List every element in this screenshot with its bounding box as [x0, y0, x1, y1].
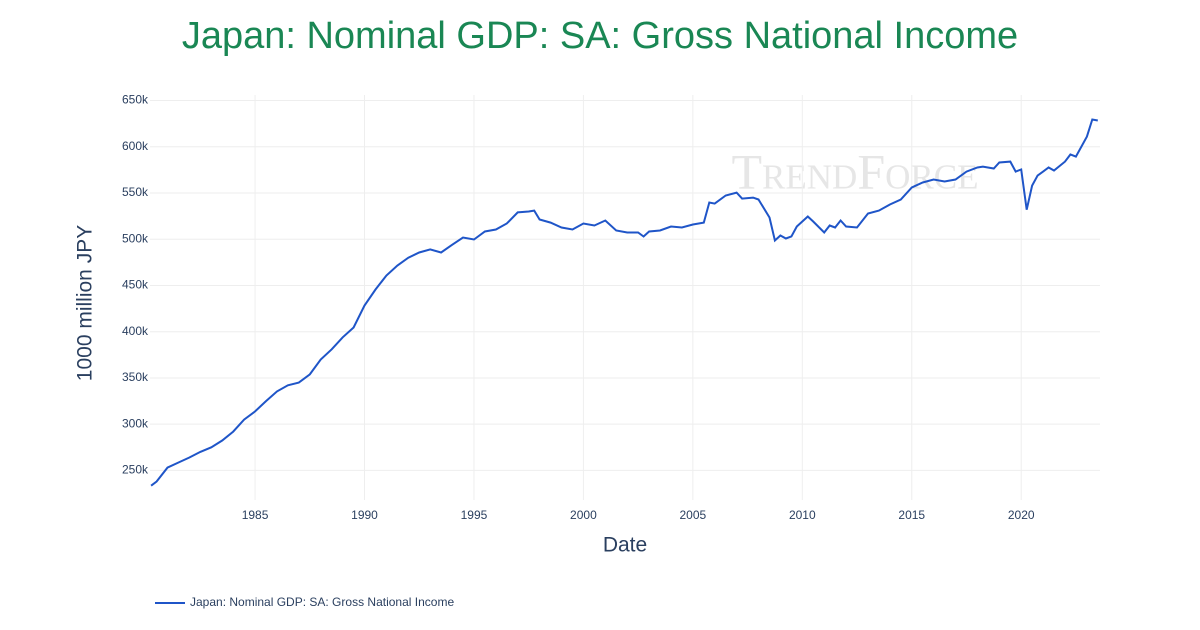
x-tick-label: 2010 — [789, 508, 816, 522]
x-tick-label: 2015 — [898, 508, 925, 522]
y-axis-label: 1000 million JPY — [74, 225, 97, 381]
y-tick-label: 300k — [122, 416, 149, 430]
y-tick-label: 250k — [122, 463, 149, 477]
data-line — [150, 118, 1098, 487]
x-tick-label: 1990 — [351, 508, 378, 522]
y-tick-label: 600k — [122, 139, 149, 153]
x-tick-label: 2005 — [680, 508, 707, 522]
x-tick-label: 2020 — [1008, 508, 1035, 522]
chart-title: Japan: Nominal GDP: SA: Gross National I… — [182, 15, 1018, 57]
x-tick-label: 1985 — [242, 508, 269, 522]
y-tick-label: 450k — [122, 278, 149, 292]
legend-label: Japan: Nominal GDP: SA: Gross National I… — [190, 595, 454, 609]
y-tick-label: 650k — [122, 93, 149, 107]
y-tick-label: 350k — [122, 370, 149, 384]
y-tick-label: 400k — [122, 324, 149, 338]
x-tick-label: 2000 — [570, 508, 597, 522]
y-tick-label: 550k — [122, 185, 149, 199]
x-axis-label: Date — [603, 534, 647, 557]
y-tick-label: 500k — [122, 231, 149, 245]
x-tick-label: 1995 — [461, 508, 488, 522]
watermark: TrendForce — [732, 143, 979, 199]
